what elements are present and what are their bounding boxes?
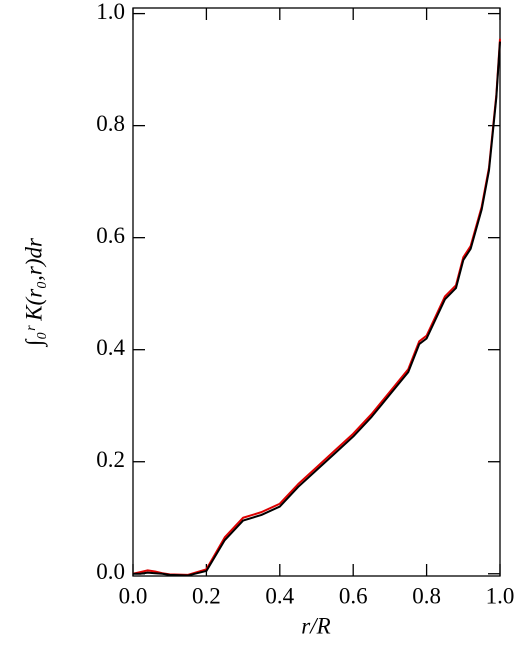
y-tick-label: 0.6: [96, 223, 125, 248]
y-tick-label: 1.0: [96, 0, 125, 24]
x-tick-label: 0.4: [265, 583, 294, 608]
series-line: [132, 38, 501, 576]
series-line: [133, 41, 501, 577]
y-tick-label: 0.4: [96, 335, 125, 360]
x-tick-label: 1.0: [486, 583, 515, 608]
x-tick-label: 0.8: [412, 583, 441, 608]
y-axis-title: ∫₀ʳ K(r₀,r)dr: [21, 237, 48, 348]
y-tick-label: 0.2: [96, 447, 125, 472]
x-tick-label: 0.0: [119, 583, 148, 608]
x-axis-title: r/R: [301, 613, 330, 638]
y-tick-label: 0.8: [96, 111, 125, 136]
plot-frame: [132, 7, 501, 577]
x-tick-label: 0.6: [339, 583, 368, 608]
x-tick-label: 0.2: [192, 583, 221, 608]
y-tick-label: 0.0: [96, 559, 125, 584]
